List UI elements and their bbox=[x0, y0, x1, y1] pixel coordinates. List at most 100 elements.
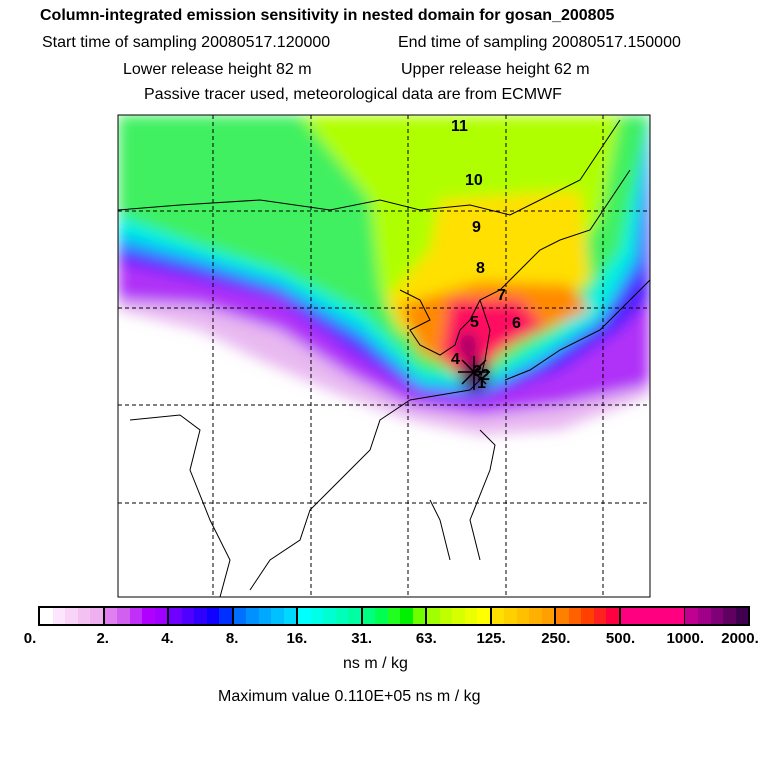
colorbar-cell bbox=[40, 608, 53, 624]
maximum-value: Maximum value 0.110E+05 ns m / kg bbox=[218, 688, 481, 705]
colorbar-cell bbox=[65, 608, 78, 624]
colorbar-tick-label: 31. bbox=[351, 630, 373, 647]
colorbar-cell bbox=[606, 608, 619, 624]
colorbar-cell bbox=[323, 608, 336, 624]
colorbar-tick-label: 250. bbox=[541, 630, 571, 647]
colorbar-cell bbox=[427, 608, 440, 624]
start-time: Start time of sampling 20080517.120000 bbox=[42, 34, 331, 51]
colorbar-cell bbox=[348, 608, 361, 624]
colorbar-cell bbox=[658, 608, 671, 624]
colorbar-cell bbox=[491, 608, 505, 624]
plot-title: Column-integrated emission sensitivity i… bbox=[40, 7, 615, 24]
colorbar-cell bbox=[529, 608, 542, 624]
colorbar-cell bbox=[697, 608, 711, 624]
colorbar-cell bbox=[735, 608, 749, 624]
colorbar-cell bbox=[362, 608, 376, 624]
colorbar-cell bbox=[670, 608, 684, 624]
colorbar-cell bbox=[439, 608, 453, 624]
colorbar-cell bbox=[298, 608, 311, 624]
colorbar-cell bbox=[258, 608, 272, 624]
colorbar-cell bbox=[710, 608, 724, 624]
traj-label-11: 11 bbox=[451, 118, 468, 135]
colorbar-cell bbox=[246, 608, 259, 624]
colorbar-tick-label: 125. bbox=[476, 630, 506, 647]
colorbar-cell bbox=[129, 608, 143, 624]
colorbar-cell bbox=[375, 608, 388, 624]
traj-label-2: 2 bbox=[481, 367, 490, 384]
colorbar-cell bbox=[400, 608, 413, 624]
colorbar-cell bbox=[477, 608, 490, 624]
colorbar-tick-label: 0. bbox=[23, 630, 37, 647]
colorbar-tick-label: 500. bbox=[605, 630, 636, 647]
colorbar-cell bbox=[645, 608, 659, 624]
colorbar-cell bbox=[310, 608, 324, 624]
colorbar bbox=[38, 606, 750, 626]
colorbar-cell bbox=[723, 608, 736, 624]
colorbar-cell bbox=[452, 608, 465, 624]
colorbar-cell bbox=[685, 608, 698, 624]
colorbar-cell bbox=[283, 608, 297, 624]
colorbar-group bbox=[169, 608, 234, 624]
colorbar-cell bbox=[593, 608, 607, 624]
colorbar-group bbox=[685, 608, 749, 624]
coastlines bbox=[118, 119, 650, 597]
map-frame bbox=[117, 114, 651, 598]
colorbar-group bbox=[233, 608, 299, 624]
colorbar-group bbox=[298, 608, 363, 624]
colorbar-cell bbox=[154, 608, 168, 624]
colorbar-cell bbox=[206, 608, 220, 624]
colorbar-cell bbox=[90, 608, 103, 624]
colorbar-cell bbox=[541, 608, 555, 624]
colorbar-group bbox=[620, 608, 686, 624]
colorbar-cell bbox=[568, 608, 582, 624]
colorbar-cell bbox=[504, 608, 517, 624]
colorbar-tick-label: 63. bbox=[415, 630, 437, 647]
colorbar-cell bbox=[142, 608, 155, 624]
colorbar-cell bbox=[77, 608, 91, 624]
colorbar-cell bbox=[633, 608, 646, 624]
colorbar-cell bbox=[233, 608, 247, 624]
colorbar-group bbox=[427, 608, 492, 624]
colorbar-group bbox=[104, 608, 170, 624]
colorbar-cell bbox=[335, 608, 349, 624]
colorbar-cell bbox=[271, 608, 284, 624]
colorbar-cell bbox=[104, 608, 118, 624]
colorbar-cell bbox=[169, 608, 182, 624]
colorbar-unit: ns m / kg bbox=[343, 655, 408, 672]
colorbar-tick-label: 8. bbox=[225, 630, 239, 647]
colorbar-tick-label: 4. bbox=[161, 630, 174, 647]
colorbar-tick-label: 1000. bbox=[666, 630, 705, 647]
colorbar-cell bbox=[117, 608, 130, 624]
colorbar-cell bbox=[620, 608, 634, 624]
traj-label-1: 1 bbox=[477, 375, 486, 392]
colorbar-cell bbox=[556, 608, 569, 624]
colorbar-tick-label: 2. bbox=[96, 630, 109, 647]
colorbar-group bbox=[491, 608, 557, 624]
traj-label-7: 7 bbox=[497, 287, 506, 304]
upper-release-height: Upper release height 62 m bbox=[401, 61, 590, 78]
traj-label-6: 6 bbox=[512, 315, 521, 332]
end-time: End time of sampling 20080517.150000 bbox=[398, 34, 681, 51]
traj-label-8: 8 bbox=[476, 260, 485, 277]
colorbar-cell bbox=[581, 608, 594, 624]
colorbar-group bbox=[556, 608, 621, 624]
tracer-note: Passive tracer used, meteorological data… bbox=[144, 86, 562, 103]
colorbar-cell bbox=[464, 608, 478, 624]
colorbar-group bbox=[40, 608, 105, 624]
lower-release-height: Lower release height 82 m bbox=[123, 61, 312, 78]
gridlines bbox=[118, 115, 650, 597]
colorbar-group bbox=[362, 608, 428, 624]
colorbar-cell bbox=[194, 608, 207, 624]
colorbar-cell bbox=[219, 608, 232, 624]
colorbar-cell bbox=[387, 608, 401, 624]
colorbar-cell bbox=[181, 608, 195, 624]
colorbar-cell bbox=[52, 608, 66, 624]
colorbar-cell bbox=[412, 608, 426, 624]
colorbar-tick-label: 2000. bbox=[721, 630, 759, 647]
colorbar-cell bbox=[516, 608, 530, 624]
traj-label-3: 3 bbox=[473, 363, 482, 380]
traj-label-9: 9 bbox=[472, 219, 481, 236]
traj-label-4: 4 bbox=[451, 351, 460, 368]
traj-label-10: 10 bbox=[465, 172, 483, 189]
